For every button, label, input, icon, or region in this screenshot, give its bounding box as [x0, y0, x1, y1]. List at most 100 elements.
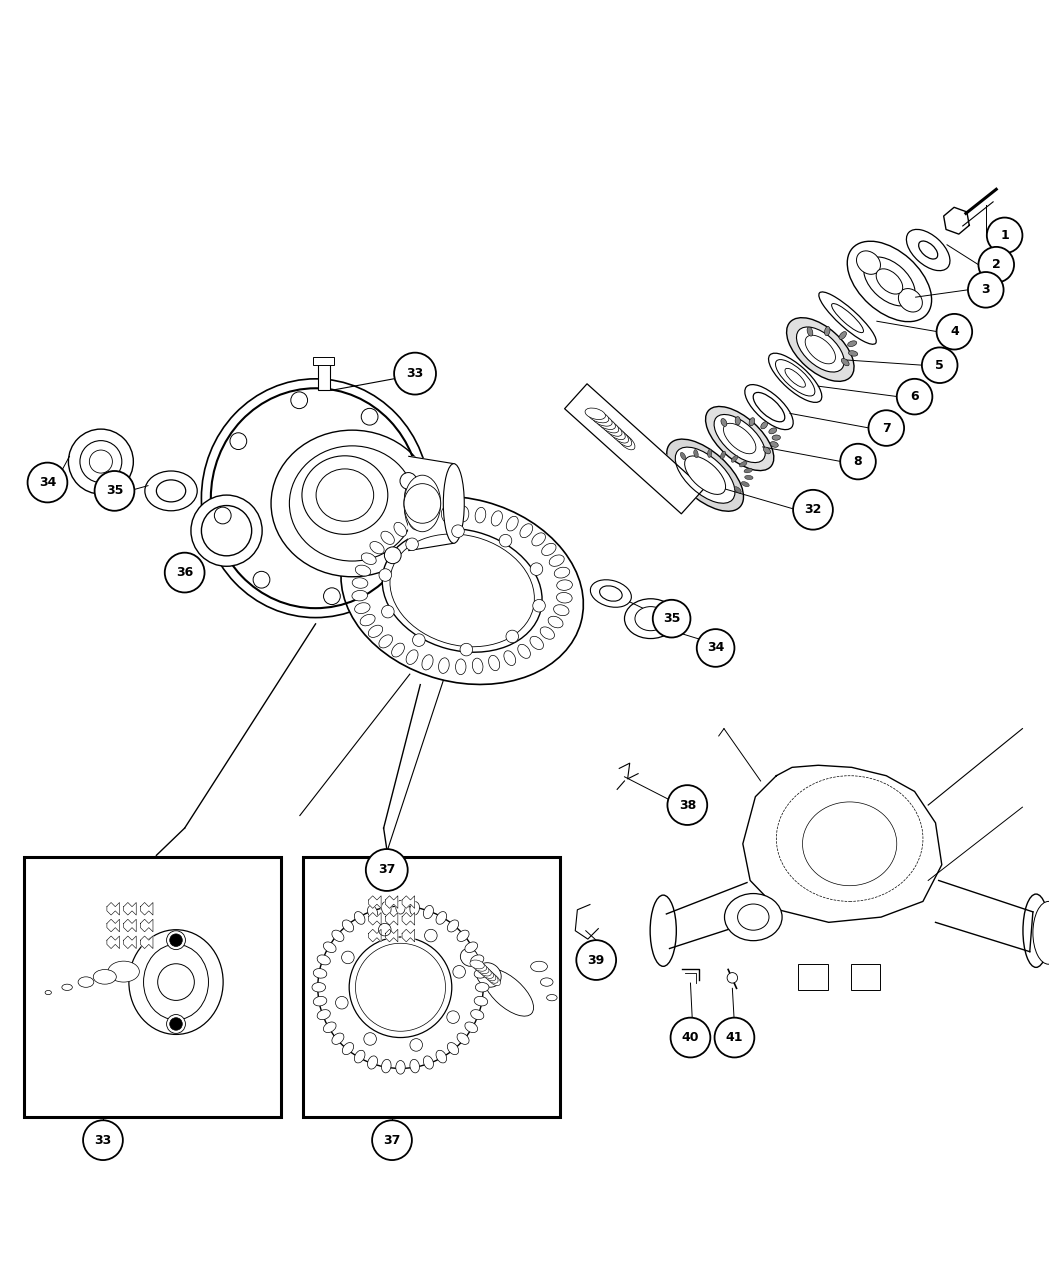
Ellipse shape — [355, 565, 371, 576]
Polygon shape — [124, 919, 136, 932]
Polygon shape — [408, 456, 454, 551]
Text: 37: 37 — [383, 1133, 401, 1146]
Polygon shape — [402, 929, 415, 942]
Ellipse shape — [685, 456, 726, 495]
Ellipse shape — [271, 430, 434, 576]
Ellipse shape — [317, 1010, 331, 1020]
Ellipse shape — [785, 368, 805, 388]
Ellipse shape — [554, 567, 570, 578]
Circle shape — [452, 525, 464, 538]
Ellipse shape — [129, 929, 224, 1034]
Ellipse shape — [404, 476, 441, 532]
Circle shape — [379, 569, 392, 581]
Ellipse shape — [470, 960, 484, 969]
Circle shape — [530, 562, 543, 575]
Ellipse shape — [841, 358, 849, 366]
Circle shape — [165, 552, 205, 593]
Ellipse shape — [483, 969, 533, 1016]
Ellipse shape — [650, 895, 676, 966]
Circle shape — [697, 629, 734, 667]
Ellipse shape — [771, 441, 778, 448]
Ellipse shape — [548, 616, 563, 627]
Circle shape — [532, 599, 545, 612]
Ellipse shape — [156, 479, 186, 502]
Ellipse shape — [472, 963, 486, 972]
Ellipse shape — [732, 455, 738, 463]
Ellipse shape — [302, 455, 387, 534]
Ellipse shape — [744, 385, 793, 430]
Circle shape — [323, 588, 340, 604]
Ellipse shape — [290, 446, 415, 561]
Polygon shape — [944, 208, 969, 235]
Ellipse shape — [404, 468, 441, 539]
Ellipse shape — [610, 428, 629, 442]
Circle shape — [671, 1017, 711, 1057]
Ellipse shape — [68, 430, 133, 493]
Circle shape — [83, 1121, 123, 1160]
Polygon shape — [107, 936, 120, 949]
Ellipse shape — [313, 969, 327, 978]
Ellipse shape — [772, 435, 780, 440]
Polygon shape — [124, 936, 136, 949]
Ellipse shape — [603, 422, 622, 436]
Ellipse shape — [406, 650, 418, 664]
Polygon shape — [402, 913, 415, 926]
Text: 38: 38 — [678, 798, 696, 812]
Ellipse shape — [734, 487, 741, 493]
Ellipse shape — [531, 533, 545, 546]
Ellipse shape — [202, 506, 252, 556]
Ellipse shape — [144, 945, 209, 1020]
Ellipse shape — [556, 580, 572, 590]
Text: 33: 33 — [406, 367, 423, 380]
Ellipse shape — [919, 241, 938, 259]
Circle shape — [447, 1011, 459, 1024]
Ellipse shape — [410, 901, 419, 915]
Ellipse shape — [589, 411, 609, 423]
Ellipse shape — [541, 978, 553, 987]
Ellipse shape — [724, 894, 782, 941]
Ellipse shape — [832, 303, 863, 333]
Ellipse shape — [590, 580, 631, 607]
Bar — [850, 964, 880, 991]
Circle shape — [381, 606, 394, 618]
Circle shape — [394, 353, 436, 394]
Ellipse shape — [585, 408, 606, 419]
Ellipse shape — [457, 1033, 469, 1044]
Circle shape — [170, 933, 183, 946]
Circle shape — [576, 940, 616, 980]
Ellipse shape — [848, 351, 858, 356]
Text: 35: 35 — [106, 484, 123, 497]
Ellipse shape — [819, 292, 877, 344]
Ellipse shape — [191, 495, 262, 566]
Ellipse shape — [753, 393, 784, 422]
Ellipse shape — [864, 258, 916, 306]
Ellipse shape — [390, 534, 534, 646]
Ellipse shape — [786, 317, 854, 381]
Ellipse shape — [202, 379, 429, 617]
Ellipse shape — [354, 1051, 365, 1063]
Ellipse shape — [607, 426, 625, 440]
Circle shape — [937, 314, 972, 349]
Ellipse shape — [45, 991, 51, 995]
Circle shape — [341, 951, 354, 964]
Circle shape — [868, 411, 904, 446]
Ellipse shape — [477, 963, 501, 987]
Ellipse shape — [857, 251, 881, 274]
Ellipse shape — [744, 476, 753, 479]
Ellipse shape — [518, 644, 530, 658]
Circle shape — [214, 507, 231, 524]
Ellipse shape — [485, 972, 498, 983]
Circle shape — [336, 997, 349, 1009]
Ellipse shape — [410, 1060, 419, 1072]
Ellipse shape — [797, 326, 844, 372]
Ellipse shape — [635, 607, 667, 631]
Ellipse shape — [341, 496, 584, 685]
Circle shape — [27, 463, 67, 502]
Ellipse shape — [465, 1023, 478, 1033]
Circle shape — [365, 849, 407, 891]
Circle shape — [506, 630, 519, 643]
Ellipse shape — [316, 469, 374, 521]
Polygon shape — [402, 896, 415, 908]
Circle shape — [453, 965, 465, 978]
Text: 37: 37 — [378, 863, 396, 876]
